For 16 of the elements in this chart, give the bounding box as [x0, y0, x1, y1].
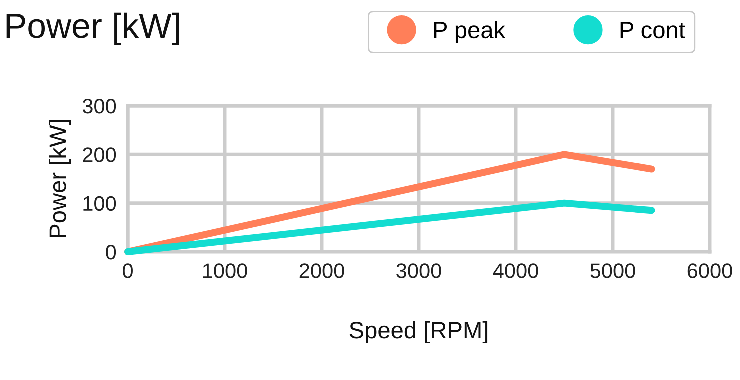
chart-title: Power [kW]: [6, 12, 180, 46]
y-axis-title: Power [kW]: [49, 120, 72, 238]
y-tick-label: 0: [106, 245, 116, 260]
x-tick-label: 6000: [688, 264, 732, 278]
x-axis-title: Speed [RPM]: [350, 321, 488, 344]
y-tick-label: 300: [82, 99, 116, 114]
x-tick-label: 0: [123, 264, 133, 278]
x-tick-label: 4000: [493, 264, 538, 278]
legend-label: P peak: [434, 21, 506, 44]
x-tick-label: 3000: [396, 264, 442, 278]
x-tick-label: 2000: [300, 264, 344, 278]
x-tick-label: 5000: [590, 264, 636, 278]
x-tick-label: 1000: [203, 264, 248, 278]
y-tick-label: 200: [83, 148, 116, 162]
y-tick-label: 100: [84, 196, 116, 212]
legend-label: P cont: [620, 22, 686, 39]
